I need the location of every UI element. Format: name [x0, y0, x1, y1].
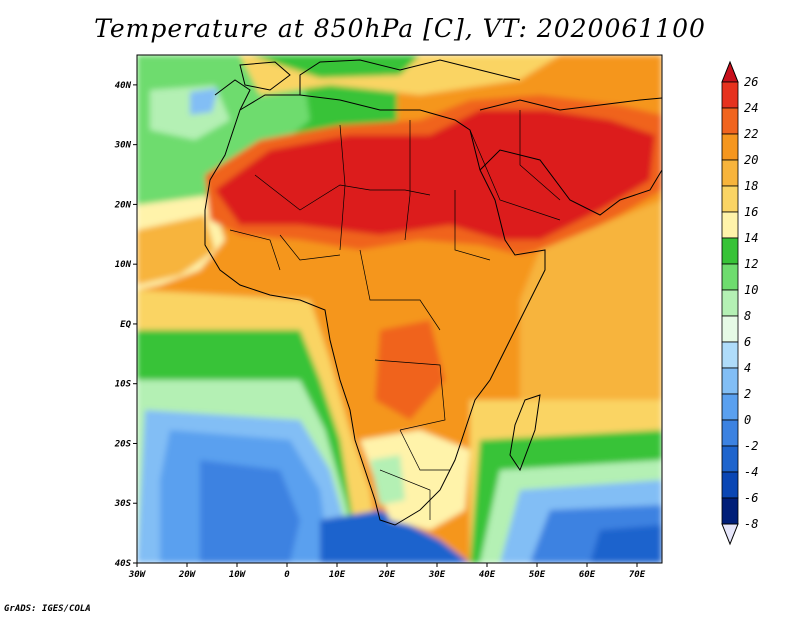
lon-tick-label: 10E — [329, 570, 346, 580]
colorbar-label: 24 — [744, 101, 758, 115]
colorbar-label: -2 — [744, 439, 758, 453]
colorbar-swatch — [721, 107, 739, 135]
colorbar-label: 22 — [744, 127, 758, 141]
lon-tick-label: 30E — [428, 570, 446, 580]
map-axes: 30W 20W 10W 0 10E 20E 30E 40E 50E 60E 70E 40N 30N 20N… — [114, 81, 646, 580]
lat-tick-label: 30S — [114, 499, 132, 509]
colorbar-label: 14 — [744, 231, 758, 245]
colorbar-label: 20 — [744, 153, 758, 167]
lon-tick-label: 50E — [529, 570, 546, 580]
lat-tick-label: 10S — [115, 380, 132, 390]
lat-tick-label: 20S — [114, 439, 132, 449]
colorbar-label: 18 — [744, 179, 758, 193]
lon-tick-label: 30W — [128, 570, 147, 580]
colorbar-swatch — [721, 289, 739, 317]
colorbar-swatch — [721, 159, 739, 187]
colorbar-label: 6 — [744, 335, 751, 349]
colorbar-label: -4 — [744, 465, 758, 479]
colorbar-label: -6 — [744, 491, 758, 505]
colorbar-swatch — [721, 185, 739, 213]
colorbar-swatch — [721, 419, 739, 447]
colorbar-swatch — [721, 471, 739, 499]
colorbar-bottom-arrow — [721, 523, 739, 546]
plot-frame — [136, 54, 663, 564]
colorbar-swatch — [721, 133, 739, 161]
lat-tick-label: 20N — [114, 200, 132, 210]
colorbar-swatch — [721, 237, 739, 265]
colorbar-label: 2 — [744, 387, 751, 401]
lon-tick-label: 60E — [579, 570, 596, 580]
colorbar-swatch — [721, 263, 739, 291]
colorbar-label: 0 — [744, 413, 751, 427]
colorbar-swatch — [721, 393, 739, 421]
country-borders — [229, 110, 561, 520]
colorbar-swatch — [721, 315, 739, 343]
lat-tick-label: EQ — [120, 320, 131, 330]
colorbar-label: 8 — [744, 309, 751, 323]
colorbar-swatch — [721, 445, 739, 473]
colorbar-swatch — [721, 81, 739, 109]
lat-tick-label: 30N — [114, 141, 132, 151]
colorbar-top-arrow — [721, 60, 739, 83]
colorbar-swatch — [721, 367, 739, 395]
colorbar-label: 26 — [744, 75, 758, 89]
colorbar-label: 16 — [744, 205, 758, 219]
colorbar-label: 10 — [744, 283, 758, 297]
colorbar-label: 4 — [744, 361, 751, 375]
lon-tick-label: 0 — [284, 570, 290, 580]
lon-tick-label: 70E — [629, 570, 646, 580]
colorbar-swatch — [721, 211, 739, 239]
colorbar-swatch — [721, 497, 739, 525]
lon-tick-label: 20W — [178, 570, 197, 580]
temperature-field — [137, 55, 662, 563]
colorbar-swatch — [721, 341, 739, 369]
lat-tick-label: 40N — [115, 81, 132, 91]
colorbar-label: -8 — [744, 517, 758, 531]
coastlines — [204, 59, 662, 526]
colorbar-label: 12 — [744, 257, 758, 271]
lon-tick-label: 20E — [378, 570, 396, 580]
lat-tick-label: 10N — [115, 260, 132, 270]
map-title: Temperature at 850hPa [C], VT: 202006110… — [94, 14, 706, 43]
lon-tick-label: 10W — [229, 570, 247, 580]
credit-label: GrADS: IGES/COLA — [4, 604, 91, 614]
lat-tick-label: 40S — [115, 559, 132, 569]
lon-tick-label: 40E — [479, 570, 496, 580]
